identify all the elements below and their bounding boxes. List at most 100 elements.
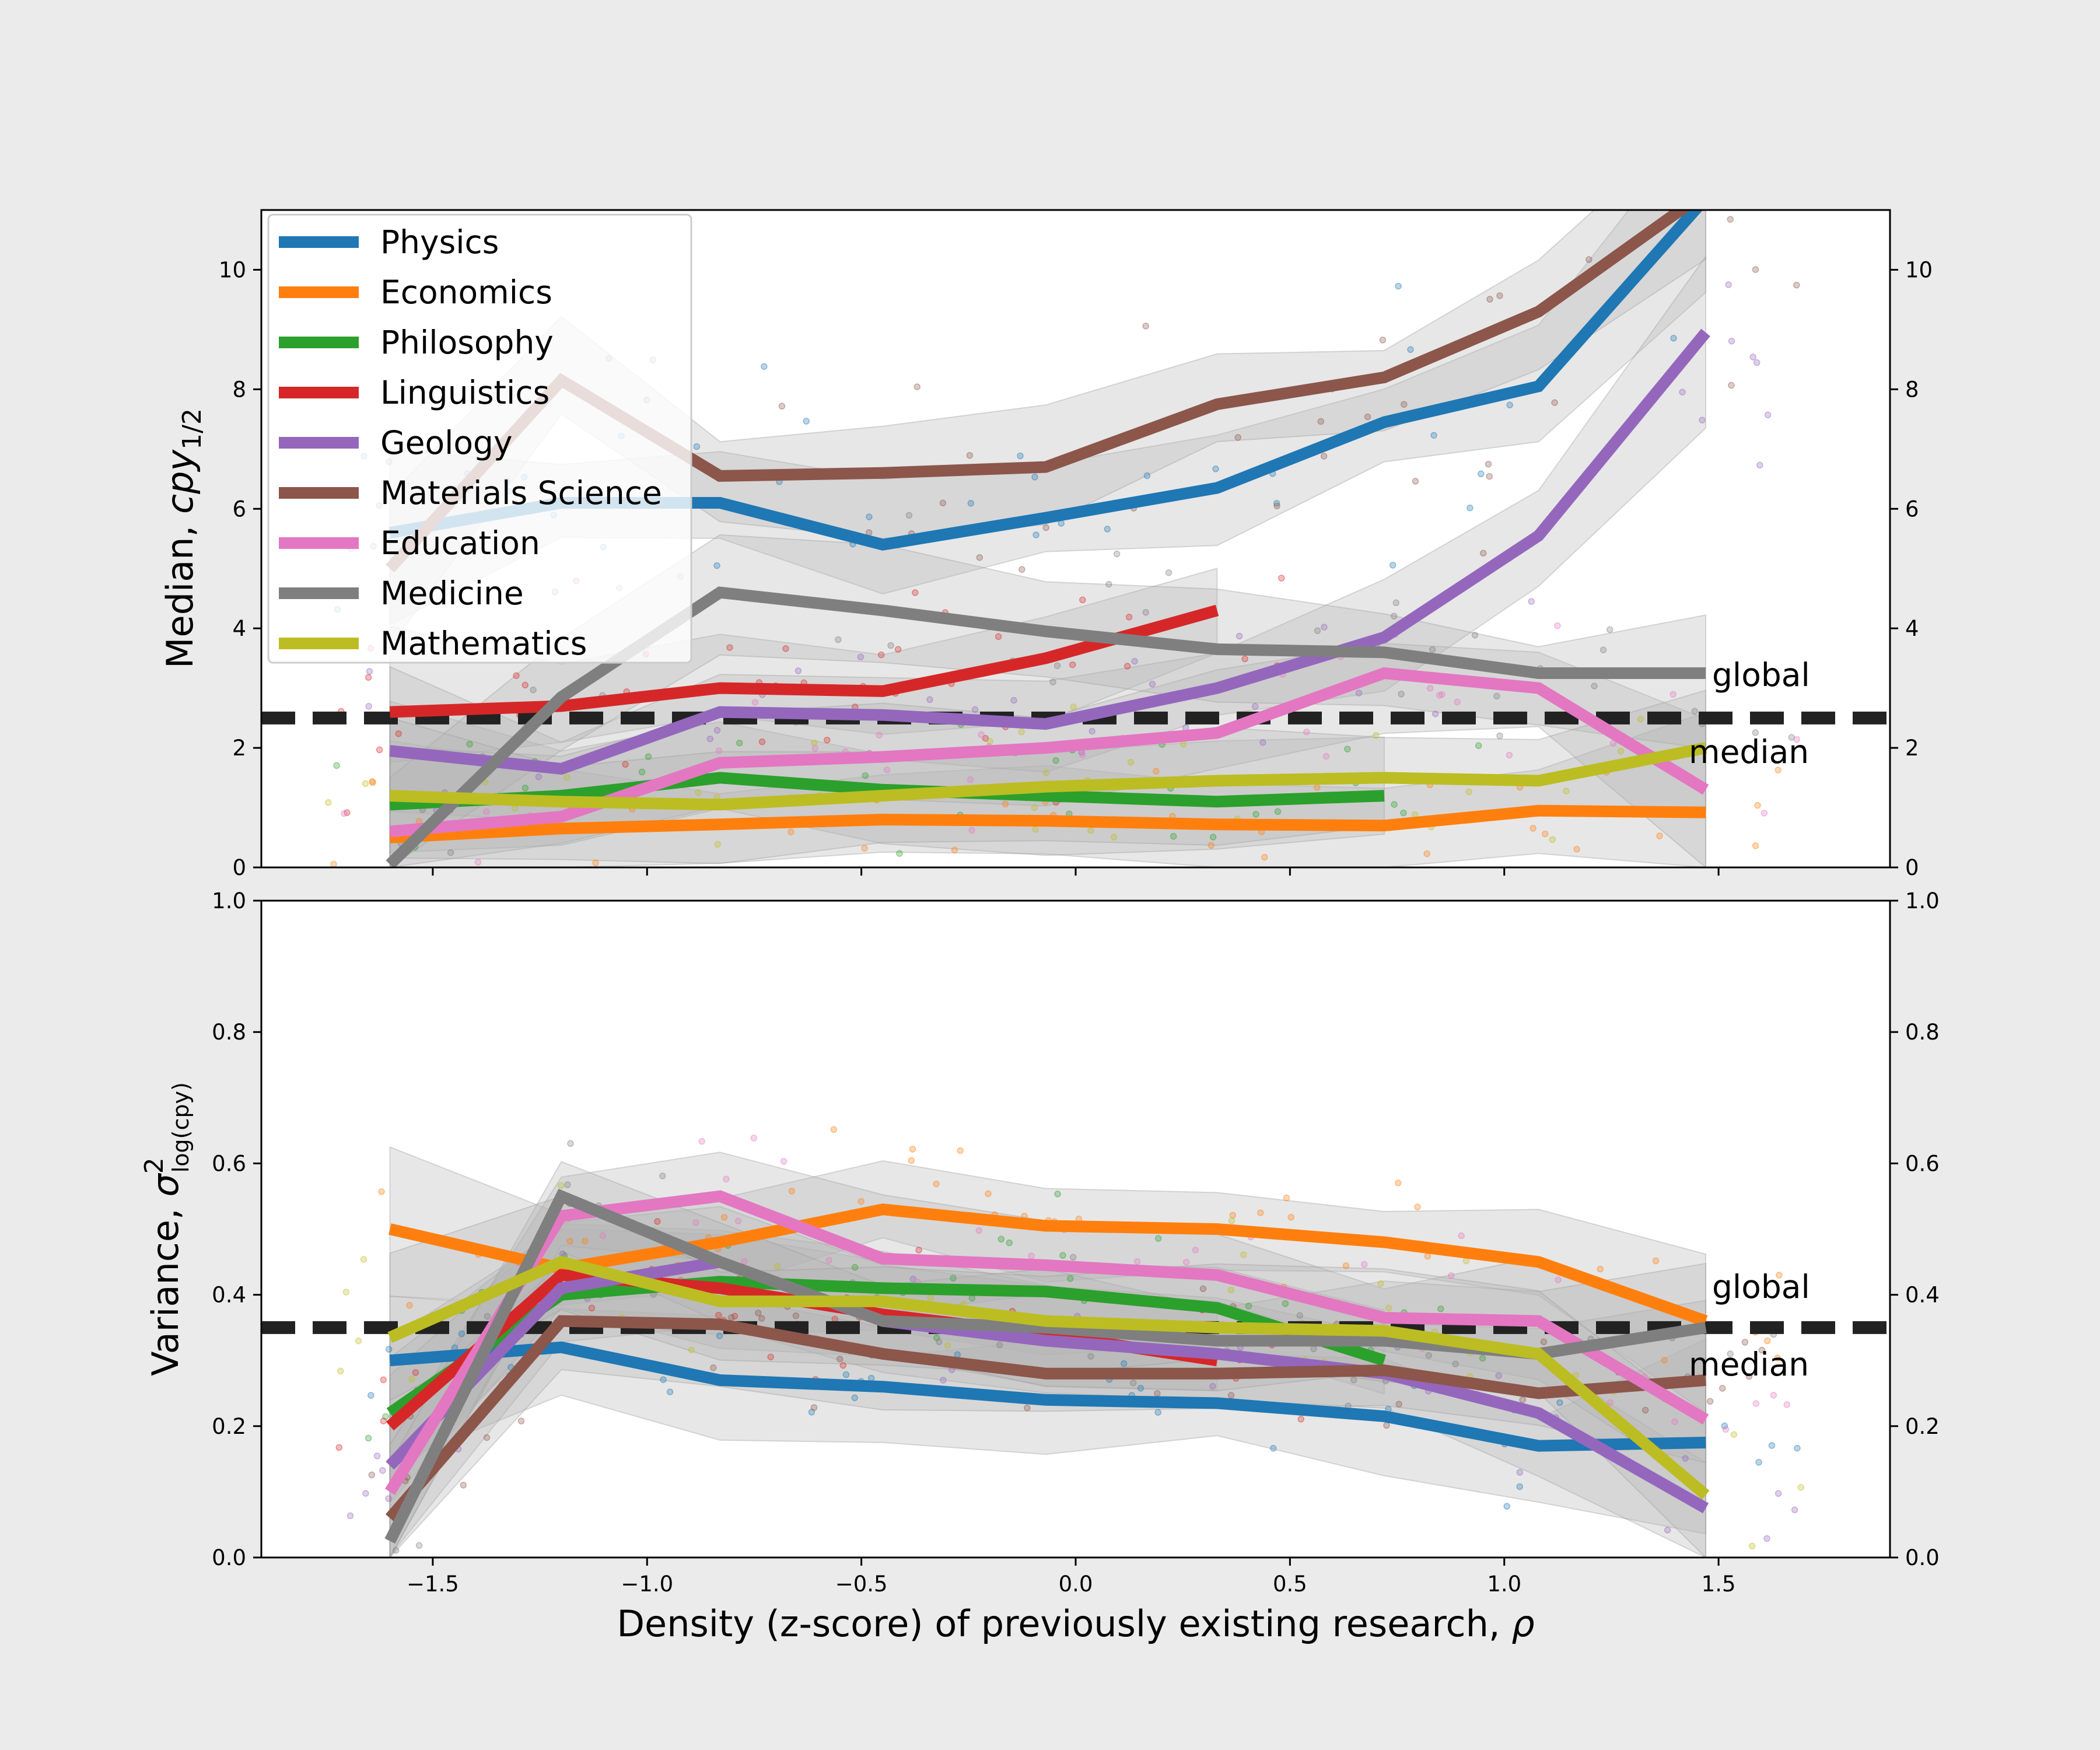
variance-point-medicine [996, 1341, 1003, 1349]
median-point-materials-science [1379, 337, 1387, 344]
variance-point-materials-science [483, 1434, 491, 1441]
median-point-medicine [1049, 678, 1056, 685]
x-tick-label: −0.5 [835, 1572, 888, 1597]
median-point-mathematics [986, 738, 993, 745]
variance-point-materials-science [1741, 1339, 1749, 1346]
median-point-economics [861, 845, 868, 852]
variance-point-materials-science [368, 1471, 376, 1479]
variance-point-philosophy [1066, 1275, 1074, 1282]
variance-point-materials-science [758, 1315, 765, 1322]
median-point-philosophy [333, 762, 340, 769]
median-point-economics [1752, 842, 1759, 849]
median-point-economics [369, 778, 376, 785]
median-y-axis-title-math: cpy [159, 449, 201, 514]
variance-point-medicine [659, 1172, 666, 1180]
median-point-medicine [447, 849, 454, 856]
legend-label-mathematics: Mathematics [380, 625, 587, 662]
median-point-education [1438, 691, 1446, 698]
variance-point-linguistics [335, 1444, 343, 1451]
variance-point-medicine [936, 1338, 943, 1346]
variance-point-education [975, 1227, 982, 1234]
median-point-geology [1725, 281, 1732, 288]
median-point-materials-science [966, 452, 974, 459]
variance-point-medicine [1452, 1360, 1459, 1368]
median-line-philosophy [389, 772, 1385, 811]
median-point-linguistics [1125, 614, 1133, 621]
variance-point-geology [1791, 1506, 1798, 1514]
variance-point-economics [720, 1214, 728, 1221]
median-point-economics [951, 846, 958, 853]
variance-y-tick-label-right: 0.4 [1905, 1283, 1940, 1308]
variance-point-education [1458, 1232, 1465, 1240]
variance-point-physics [385, 1346, 393, 1353]
variance-point-mathematics [1797, 1484, 1805, 1491]
median-point-economics [1002, 800, 1009, 808]
median-point-economics [1530, 825, 1536, 832]
variance-point-geology [362, 1490, 369, 1497]
median-point-physics [803, 418, 810, 425]
median-point-geology [1528, 598, 1535, 605]
median-point-education [474, 859, 482, 866]
median-point-materials-science [1317, 418, 1325, 425]
variance-y-tick-label-right: 0.0 [1905, 1545, 1940, 1570]
median-point-linguistics [1278, 575, 1285, 582]
variance-point-mathematics [342, 1289, 350, 1296]
variance-y-axis-title: Variance, σ2log(cpy) [139, 1082, 194, 1376]
legend-label-geology: Geology [380, 424, 513, 461]
median-point-linguistics [912, 589, 919, 596]
variance-point-philosophy [998, 1236, 1005, 1243]
median-point-philosophy [736, 739, 743, 747]
median-point-economics [369, 779, 376, 786]
variance-y-tick-label-right: 1.0 [1905, 888, 1940, 914]
variance-point-economics [1283, 1194, 1290, 1202]
variance-point-education [1606, 1399, 1614, 1406]
variance-point-mathematics [927, 1294, 934, 1301]
median-point-medicine [1471, 631, 1479, 639]
variance-point-philosophy [1479, 1354, 1486, 1362]
median-point-medicine [1398, 691, 1405, 698]
variance-point-physics [1503, 1503, 1510, 1510]
median-point-physics [866, 513, 873, 520]
median-point-physics [1407, 346, 1414, 354]
median-point-economics [1261, 853, 1268, 861]
median-point-linguistics [1079, 596, 1086, 604]
variance-point-physics [1120, 1360, 1128, 1367]
variance-point-economics [1776, 1272, 1783, 1279]
variance-point-materials-science [1383, 1422, 1390, 1429]
median-y-tick-label-right: 2 [1905, 736, 1919, 761]
variance-point-education [1133, 1258, 1141, 1265]
median-point-physics [761, 363, 768, 370]
median-point-medicine [1429, 646, 1436, 653]
variance-point-geology [1763, 1535, 1770, 1542]
variance-line-mathematics [387, 1255, 1710, 1500]
median-point-medicine [1165, 569, 1172, 576]
variance-point-philosophy [365, 1434, 372, 1442]
variance-point-materials-science [1227, 1392, 1235, 1399]
median-point-mathematics [1617, 748, 1625, 755]
median-panel: 0 0 2 2 4 4 6 6 8 8 10 10 global median Median, cpy… [159, 209, 1933, 880]
median-point-education [1426, 685, 1434, 692]
variance-point-physics [660, 1376, 667, 1383]
variance-point-materials-science [728, 1314, 735, 1321]
variance-point-geology [1682, 1455, 1689, 1462]
variance-point-geology [385, 1495, 392, 1502]
variance-point-medicine [392, 1547, 400, 1554]
median-point-medicine [1496, 732, 1503, 740]
variance-point-physics [954, 1351, 961, 1359]
median-point-medicine [1142, 608, 1149, 616]
median-point-materials-science [1273, 502, 1280, 510]
variance-point-geology [940, 1377, 947, 1384]
x-tick-label: −1.0 [621, 1572, 673, 1597]
variance-point-mathematics [1240, 1251, 1247, 1258]
x-tick-label: −1.5 [407, 1572, 459, 1597]
variance-point-physics [1755, 1459, 1762, 1466]
median-point-mathematics [1465, 788, 1472, 796]
median-point-education [968, 827, 975, 834]
variance-point-linguistics [839, 1362, 847, 1369]
median-point-physics [1212, 466, 1219, 473]
variance-point-education [1182, 1258, 1190, 1266]
median-point-economics [1423, 850, 1430, 858]
median-point-mathematics [1087, 827, 1094, 834]
variance-point-linguistics [412, 1369, 419, 1376]
